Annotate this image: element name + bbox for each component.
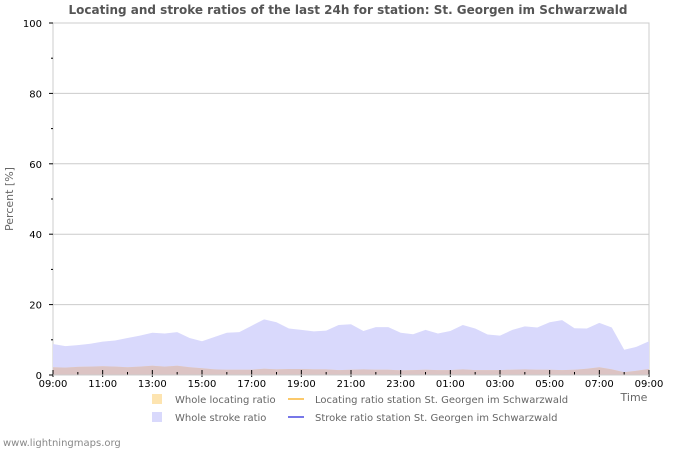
x-tick-label: 01:00: [436, 379, 465, 390]
y-tick-label: 80: [29, 89, 42, 100]
legend-item-whole-stroke[interactable]: Whole stroke ratio: [152, 412, 266, 424]
y-tick-label: 20: [29, 301, 42, 312]
x-tick-label: 09:00: [635, 379, 664, 390]
legend-label-station-locating: Locating ratio station St. Georgen im Sc…: [315, 395, 568, 406]
x-tick-label: 23:00: [386, 379, 415, 390]
legend: Whole locating ratio Locating ratio stat…: [152, 394, 568, 424]
y-tick-label: 40: [29, 230, 42, 241]
y-axis: 0 20 40 60 80 100: [23, 19, 53, 382]
x-tick-label: 05:00: [535, 379, 564, 390]
y-tick-label: 100: [23, 19, 42, 30]
legend-item-station-locating[interactable]: Locating ratio station St. Georgen im Sc…: [288, 395, 568, 406]
plot-area: 0 20 40 60 80 100 09:00 11:00 13:00 15:00 17:00 19…: [23, 19, 664, 390]
legend-label-station-stroke: Stroke ratio station St. Georgen im Schw…: [315, 413, 557, 424]
area-whole-stroke-ratio: [53, 319, 649, 375]
x-tick-label: 03:00: [486, 379, 515, 390]
x-axis: 09:00 11:00 13:00 15:00 17:00 19:00 21:00 23:00…: [39, 370, 664, 390]
x-tick-label: 07:00: [585, 379, 614, 390]
x-axis-title: Time: [620, 391, 648, 404]
legend-item-station-stroke[interactable]: Stroke ratio station St. Georgen im Schw…: [288, 413, 557, 424]
y-tick-label: 60: [29, 160, 42, 171]
legend-label-whole-locating: Whole locating ratio: [175, 395, 276, 406]
x-tick-label: 13:00: [138, 379, 167, 390]
legend-item-whole-locating[interactable]: Whole locating ratio: [152, 394, 276, 406]
gridlines: [53, 92, 649, 306]
legend-swatch-whole-stroke: [152, 412, 162, 422]
x-tick-label: 19:00: [287, 379, 316, 390]
x-tick-label: 17:00: [237, 379, 266, 390]
legend-label-whole-stroke: Whole stroke ratio: [175, 413, 266, 424]
y-axis-title: Percent [%]: [3, 167, 16, 231]
y-tick-label: 0: [36, 371, 42, 382]
x-tick-label: 21:00: [337, 379, 366, 390]
x-tick-label: 11:00: [88, 379, 117, 390]
chart-title: Locating and stroke ratios of the last 2…: [69, 3, 628, 17]
x-tick-label: 15:00: [188, 379, 217, 390]
legend-swatch-whole-locating: [152, 394, 162, 404]
plot-frame: [52, 22, 650, 376]
x-tick-label: 09:00: [39, 379, 68, 390]
footer-link[interactable]: www.lightningmaps.org: [3, 438, 121, 449]
